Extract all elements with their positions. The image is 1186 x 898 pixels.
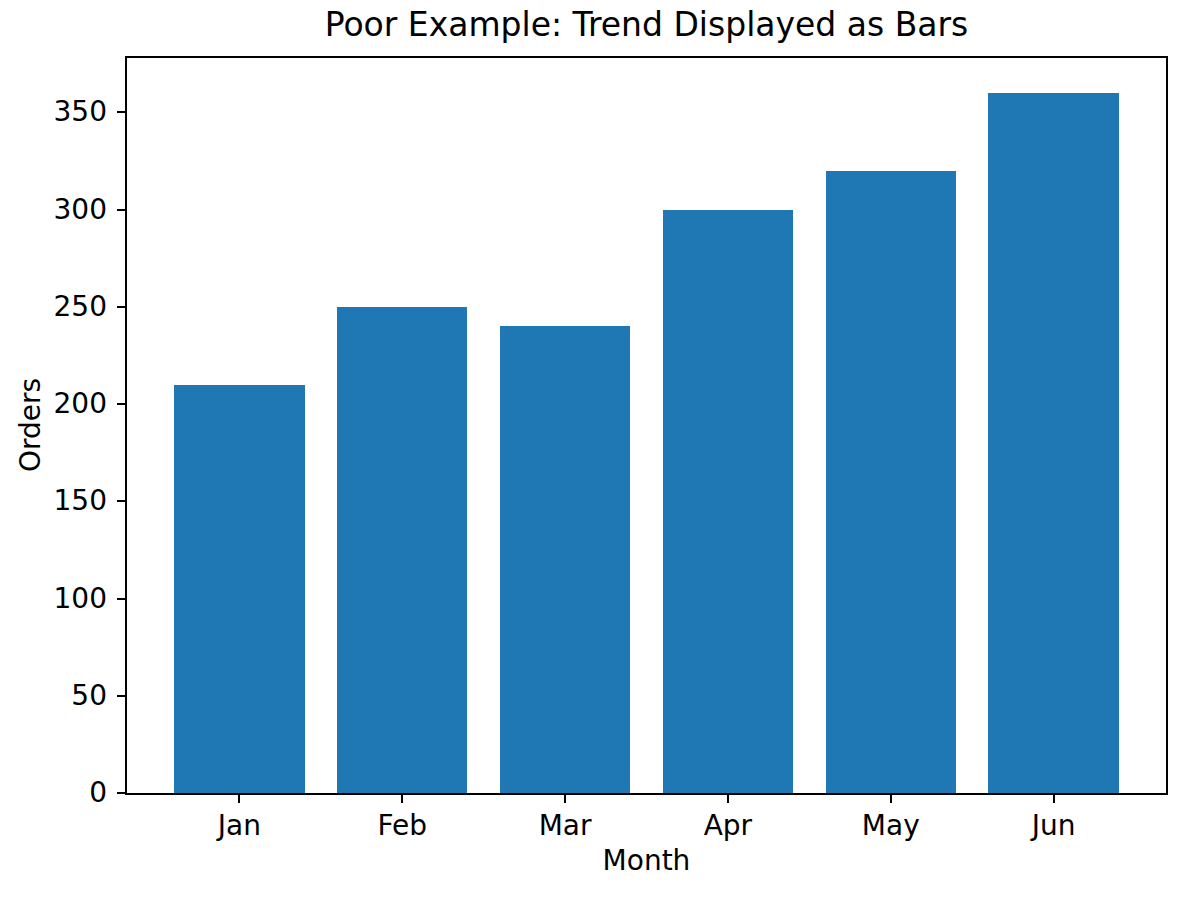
y-tick-label: 0 <box>89 779 107 807</box>
y-tick-label: 250 <box>54 293 107 321</box>
x-tick-mark <box>401 793 403 803</box>
x-tick-mark <box>727 793 729 803</box>
y-tick-mark <box>117 598 127 600</box>
y-tick-mark <box>117 306 127 308</box>
x-tick-label-jun: Jun <box>1032 809 1076 843</box>
y-tick-mark <box>117 209 127 211</box>
chart-title: Poor Example: Trend Displayed as Bars <box>125 6 1168 44</box>
y-tick-label: 50 <box>71 682 107 710</box>
y-tick-mark <box>117 792 127 794</box>
y-tick-mark <box>117 111 127 113</box>
x-tick-mark <box>564 793 566 803</box>
x-tick-label-may: May <box>862 809 920 843</box>
x-tick-label-jan: Jan <box>218 809 261 843</box>
bar-jun <box>988 93 1118 793</box>
bar-jan <box>174 385 304 793</box>
y-tick-label: 100 <box>54 585 107 613</box>
x-axis-label: Month <box>125 844 1168 877</box>
x-tick-mark <box>890 793 892 803</box>
bar-feb <box>337 307 467 793</box>
bar-mar <box>500 326 630 793</box>
y-tick-label: 300 <box>54 196 107 224</box>
x-tick-mark <box>1053 793 1055 803</box>
x-tick-label-apr: Apr <box>704 809 752 843</box>
y-tick-mark <box>117 500 127 502</box>
y-tick-mark <box>117 695 127 697</box>
y-tick-mark <box>117 403 127 405</box>
bar-may <box>826 171 956 793</box>
x-tick-mark <box>238 793 240 803</box>
y-axis-label: Orders <box>14 378 47 472</box>
x-tick-label-feb: Feb <box>377 809 427 843</box>
x-tick-label-mar: Mar <box>539 809 592 843</box>
bar-chart-figure: Poor Example: Trend Displayed as Bars Or… <box>0 0 1186 898</box>
y-tick-label: 150 <box>54 487 107 515</box>
y-tick-label: 350 <box>54 98 107 126</box>
bar-apr <box>663 210 793 793</box>
plot-area: 050100150200250300350 JanFebMarAprMayJun <box>125 56 1168 795</box>
y-tick-label: 200 <box>54 390 107 418</box>
